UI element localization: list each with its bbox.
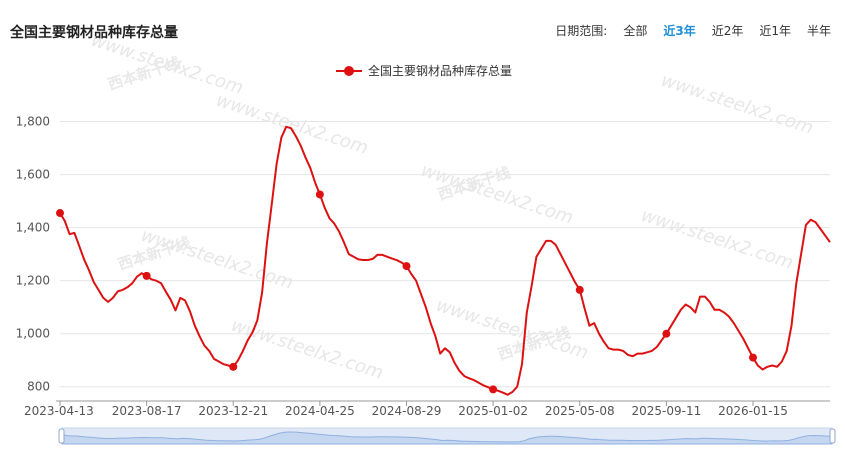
x-tick-label: 2023-04-13: [24, 404, 94, 418]
y-tick-label: 1,000: [16, 327, 50, 341]
data-point[interactable]: [229, 362, 238, 371]
range-option-1y[interactable]: 近1年: [759, 24, 791, 38]
data-point[interactable]: [315, 190, 324, 199]
x-tick-label: 2023-12-21: [198, 404, 268, 418]
data-point[interactable]: [56, 209, 64, 218]
series: [56, 125, 831, 396]
data-point[interactable]: [749, 353, 757, 362]
chart-title: 全国主要钢材品种库存总量: [10, 25, 178, 41]
x-tick-label: 2023-08-17: [112, 404, 182, 418]
date-range-label: 日期范围:: [555, 24, 608, 38]
x-axis: 2023-04-13 2023-08-17 2023-12-21 2024-04-25…: [24, 400, 830, 418]
navigator-handle-right[interactable]: [829, 428, 836, 444]
y-tick-label: 1,400: [16, 221, 50, 235]
x-tick-label: 2025-05-08: [545, 404, 615, 418]
x-tick-label: 2026-01-15: [718, 404, 788, 418]
y-tick-label: 1,200: [16, 274, 50, 288]
watermark-text: www.steelx2.com: [228, 315, 385, 384]
legend[interactable]: 全国主要钢材品种库存总量: [336, 63, 512, 78]
range-option-all[interactable]: 全部: [623, 24, 648, 38]
watermark-text: www.steelx2.com: [658, 70, 815, 139]
x-tick-label: 2024-08-29: [372, 404, 442, 418]
x-tick-label: 2025-09-11: [632, 404, 702, 418]
range-navigator[interactable]: [58, 427, 836, 445]
legend-label: 全国主要钢材品种库存总量: [368, 63, 512, 78]
legend-marker: [344, 66, 354, 76]
series-line: [59, 125, 831, 396]
data-point[interactable]: [402, 262, 411, 271]
grid: [60, 121, 830, 388]
y-axis: 800 1,000 1,200 1,400 1,600 1,800: [16, 115, 50, 394]
x-tick-label: 2024-04-25: [285, 404, 355, 418]
navigator-preview: [61, 431, 833, 445]
watermark-text: www.steelx2.com: [213, 90, 370, 159]
data-point[interactable]: [489, 385, 498, 394]
y-tick-label: 1,800: [16, 115, 50, 129]
range-option-2y[interactable]: 近2年: [711, 24, 744, 38]
x-tick-label: 2025-01-02: [458, 404, 528, 418]
data-point[interactable]: [662, 329, 671, 338]
navigator-handle-left[interactable]: [58, 428, 65, 444]
watermark-text: www.steelx2.com: [638, 205, 795, 274]
data-point[interactable]: [575, 285, 584, 294]
y-tick-label: 800: [27, 380, 50, 394]
date-range-selector: 日期范围: 全部 近3年 近2年 近1年 半年: [555, 22, 831, 39]
data-point[interactable]: [142, 271, 151, 280]
range-option-3y[interactable]: 近3年: [663, 24, 696, 38]
range-option-half-year[interactable]: 半年: [806, 24, 831, 38]
y-tick-label: 1,600: [16, 168, 50, 182]
